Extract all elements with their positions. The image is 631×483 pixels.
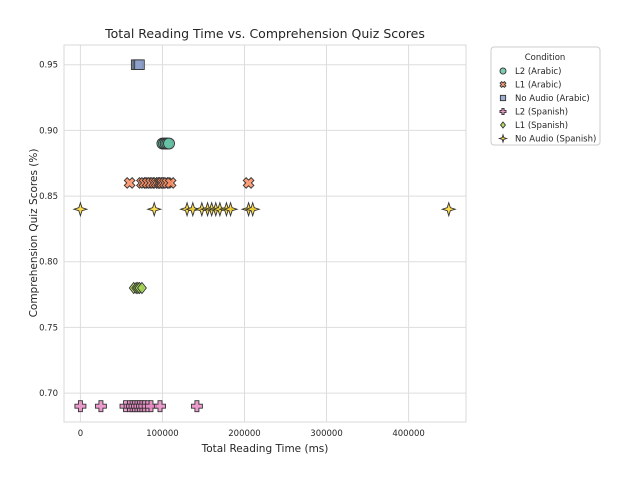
- data-point: [145, 400, 157, 413]
- chart-title: Total Reading Time vs. Comprehension Qui…: [104, 26, 425, 41]
- data-point: [94, 400, 107, 413]
- y-axis-ticks: 0.70 0.75 0.80 0.85 0.90 0.95: [39, 61, 58, 399]
- x-tick-label: 400000: [392, 429, 424, 439]
- data-point: [136, 281, 147, 295]
- x-tick-label: 300000: [310, 429, 342, 439]
- series-4: [128, 281, 147, 295]
- x-tick-label: 0: [78, 429, 83, 439]
- legend-label: L1 (Arabic): [515, 81, 561, 91]
- y-tick-label: 0.95: [39, 61, 58, 71]
- series-2: [130, 59, 145, 70]
- x-axis-ticks: 0 100000 200000 300000 400000: [78, 429, 425, 439]
- data-point: [222, 201, 239, 218]
- legend-marker: [499, 67, 507, 75]
- data-point: [184, 201, 201, 218]
- series-5: [72, 201, 457, 218]
- legend-label: L2 (Arabic): [515, 67, 561, 77]
- legend-label: L1 (Spanish): [515, 121, 568, 131]
- y-tick-label: 0.80: [39, 258, 58, 268]
- x-axis-label: Total Reading Time (ms): [201, 443, 329, 455]
- y-tick-label: 0.75: [39, 323, 58, 333]
- y-tick-label: 0.70: [39, 389, 58, 399]
- legend-marker: [500, 121, 506, 129]
- legend-box: [490, 46, 601, 146]
- y-tick-label: 0.85: [39, 192, 58, 202]
- y-tick-label: 0.90: [39, 126, 58, 136]
- data-point: [163, 137, 175, 150]
- data-point: [74, 400, 87, 413]
- data-point: [72, 201, 89, 218]
- data-point: [146, 201, 163, 218]
- data-points: [72, 59, 457, 413]
- legend-marker: [497, 133, 509, 144]
- data-point: [242, 176, 255, 189]
- x-tick-label: 200000: [228, 429, 260, 439]
- data-point: [244, 201, 261, 218]
- legend-marker: [499, 108, 507, 115]
- data-point: [440, 201, 457, 218]
- grid: [64, 45, 466, 422]
- legend-title: Condition: [525, 53, 566, 63]
- x-tick-label: 100000: [146, 429, 178, 439]
- plot-area: [63, 44, 467, 423]
- legend-marker: [499, 80, 507, 89]
- legend-marker: [499, 94, 507, 102]
- data-point: [134, 59, 145, 70]
- data-point: [154, 400, 166, 413]
- series-1: [123, 176, 255, 189]
- series-3: [74, 400, 203, 413]
- legend-label: No Audio (Arabic): [515, 94, 590, 104]
- legend-label: L2 (Spanish): [515, 108, 568, 118]
- legend-items: L2 (Arabic) L1 (Arabic) No Audio (Arabic) L…: [497, 67, 596, 145]
- legend: Condition L2 (Arabic) L1 (Arabic) No Audio…: [490, 46, 601, 146]
- data-point: [123, 176, 136, 189]
- series-0: [156, 137, 175, 150]
- legend-label: No Audio (Spanish): [515, 135, 596, 145]
- data-point: [190, 400, 203, 413]
- data-point: [164, 176, 177, 189]
- y-axis-label: Comprehension Quiz Scores (%): [28, 149, 40, 318]
